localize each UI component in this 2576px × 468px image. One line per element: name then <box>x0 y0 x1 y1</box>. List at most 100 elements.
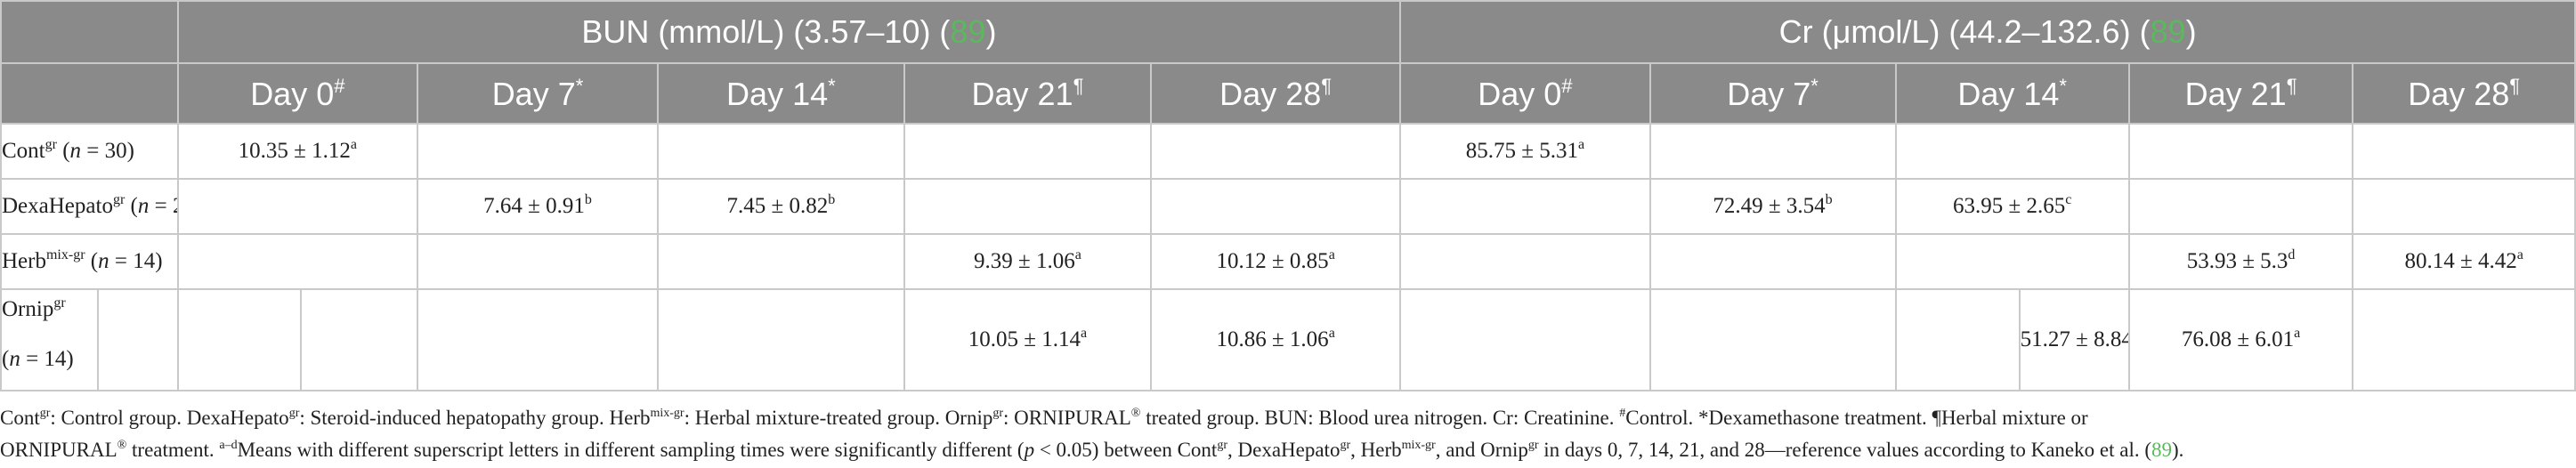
footnote-superscript: mix-gr <box>650 407 685 420</box>
group-header-row: BUN (mmol/L) (3.57–10) (89) Cr (μmol/L) … <box>0 0 2576 64</box>
footnote-text: Control. *Dexamethasone treatment. ¶Herb… <box>1625 407 2088 429</box>
cr-cell: 80.14 ± 4.42a <box>2352 233 2576 290</box>
table-row-dexahepato: DexaHepatogr (n = 29) 7.64 ± 0.91b 7.45 … <box>0 178 2576 235</box>
results-table: BUN (mmol/L) (3.57–10) (89) Cr (μmol/L) … <box>0 0 2576 391</box>
cr-cell <box>2127 123 2354 180</box>
row-label: Contgr (n = 30) <box>0 123 179 180</box>
footnote-text: < 0.05) between Cont <box>1034 439 1218 461</box>
cr-cell: 76.08 ± 6.01a <box>2127 288 2354 391</box>
corner-cell <box>0 0 179 64</box>
cr-day-21: Day 21¶ <box>2127 62 2354 125</box>
bun-day-14: Day 14* <box>656 62 905 125</box>
footnote-italic: p <box>1024 439 1035 461</box>
bun-cell <box>1149 123 1402 180</box>
bun-ref-link[interactable]: 89 <box>950 13 986 50</box>
footnote-text: treatment. <box>126 439 220 461</box>
footnote-superscript: mix-gr <box>1401 439 1436 452</box>
cr-cell <box>2127 178 2354 235</box>
cr-cell: 72.49 ± 3.54b <box>1648 178 1897 235</box>
bun-day-21: Day 21¶ <box>903 62 1152 125</box>
row-label: Herbmix-gr (n = 14) <box>0 233 179 290</box>
bun-cell <box>176 178 419 235</box>
cr-cell: 85.75 ± 5.31a <box>1399 123 1651 180</box>
footnote-text: in days 0, 7, 14, 21, and 28—reference v… <box>1538 439 2151 461</box>
cr-cell: 63.95 ± 2.65c <box>1894 178 2130 235</box>
spacer-cell <box>299 288 419 391</box>
footnote-superscript: gr <box>992 407 1004 420</box>
spacer-cell <box>176 288 302 391</box>
bun-cell <box>176 233 419 290</box>
cr-day-0: Day 0# <box>1399 62 1651 125</box>
cr-cell <box>2352 178 2576 235</box>
table-row-ornip: Ornipgr (n = 14) 10.05 ± 1.14a 10.86 ± 1.… <box>0 288 2576 391</box>
cr-cell <box>1399 288 1651 391</box>
footnote-superscript: a–d <box>219 439 238 452</box>
footnote-superscript: gr <box>1527 439 1539 452</box>
row-label: DexaHepatogr (n = 29) <box>0 178 179 235</box>
bun-cell <box>656 233 905 290</box>
footnote-text: : Steroid-induced hepatopathy group. Her… <box>299 407 651 429</box>
bun-day-28: Day 28¶ <box>1149 62 1402 125</box>
bun-cell: 10.12 ± 0.85a <box>1149 233 1402 290</box>
bun-cell <box>903 123 1152 180</box>
footnote-line-1: Contgr: Control group. DexaHepatogr: Ste… <box>0 402 2572 434</box>
footnote-text: , and Ornip <box>1435 439 1528 461</box>
bun-cell <box>1149 178 1402 235</box>
cr-cell <box>2352 123 2576 180</box>
bun-cell <box>903 178 1152 235</box>
cr-cell: 51.27 ± 8.84d <box>2018 288 2130 391</box>
bun-cell <box>417 288 659 391</box>
cr-day-14: Day 14* <box>1894 62 2130 125</box>
footnote-text: : ORNIPURAL <box>1003 407 1131 429</box>
table-row-cont: Contgr (n = 30) 10.35 ± 1.12a 85.75 ± 5.… <box>0 123 2576 180</box>
footnote-text: Cont <box>0 407 40 429</box>
footnote-text: ). <box>2172 439 2184 461</box>
cr-cell <box>1648 123 1897 180</box>
day-header-row: Day 0# Day 7* Day 14* Day 21¶ Day 28¶ Da… <box>0 62 2576 125</box>
footnote-superscript: gr <box>1217 439 1227 452</box>
footnote-superscript: ® <box>1130 407 1141 420</box>
bun-cell <box>656 288 905 391</box>
cr-cell <box>1894 233 2130 290</box>
cr-day-7: Day 7* <box>1648 62 1897 125</box>
footnote-superscript: gr <box>39 407 51 420</box>
bun-cell <box>656 123 905 180</box>
footnote-superscript: gr <box>288 407 300 420</box>
cr-header: Cr (μmol/L) (44.2–132.6) (89) <box>1399 0 2576 64</box>
cr-cell: 53.93 ± 5.3d <box>2127 233 2354 290</box>
cr-cell <box>1648 233 1897 290</box>
cr-cell <box>1648 288 1897 391</box>
footnote-text: Means with different superscript letters… <box>237 439 1025 461</box>
bun-cell: 10.35 ± 1.12a <box>176 123 419 180</box>
bun-cell: 7.45 ± 0.82b <box>656 178 905 235</box>
row-label: Ornipgr (n = 14) <box>0 288 100 391</box>
footnote-superscript: ® <box>117 439 127 452</box>
bun-cell: 7.64 ± 0.91b <box>417 178 659 235</box>
footnote-text: treated group. BUN: Blood urea nitrogen.… <box>1140 407 1620 429</box>
spacer-cell <box>1894 288 2021 391</box>
footnote-line-2: ORNIPURAL® treatment. a–dMeans with diff… <box>0 434 2572 466</box>
footnote-text: : Herbal mixture-treated group. Ornip <box>684 407 993 429</box>
table-footnote: Contgr: Control group. DexaHepatogr: Ste… <box>0 402 2572 466</box>
footnote-text: ORNIPURAL <box>0 439 117 461</box>
bun-cell: 10.05 ± 1.14a <box>903 288 1152 391</box>
table-row-herb: Herbmix-gr (n = 14) 9.39 ± 1.06a 10.12 ±… <box>0 233 2576 290</box>
bun-day-7: Day 7* <box>417 62 659 125</box>
bun-cell <box>417 123 659 180</box>
cr-cell <box>1399 178 1651 235</box>
footnote-ref-link[interactable]: 89 <box>2151 439 2172 461</box>
bun-header: BUN (mmol/L) (3.57–10) (89) <box>176 0 1402 64</box>
cr-day-28: Day 28¶ <box>2352 62 2576 125</box>
bun-cell: 9.39 ± 1.06a <box>903 233 1152 290</box>
footnote-superscript: # <box>1619 407 1626 420</box>
cr-cell <box>2352 288 2576 391</box>
bun-cell: 10.86 ± 1.06a <box>1149 288 1402 391</box>
footnote-text: : Control group. DexaHepato <box>50 407 289 429</box>
footnote-text: , Herb <box>1350 439 1402 461</box>
footnote-text: , DexaHepato <box>1227 439 1341 461</box>
bun-cell <box>417 233 659 290</box>
spacer-cell <box>97 288 179 391</box>
corner-cell-2 <box>0 62 179 125</box>
footnote-superscript: gr <box>1340 439 1351 452</box>
cr-ref-link[interactable]: 89 <box>2150 13 2186 50</box>
